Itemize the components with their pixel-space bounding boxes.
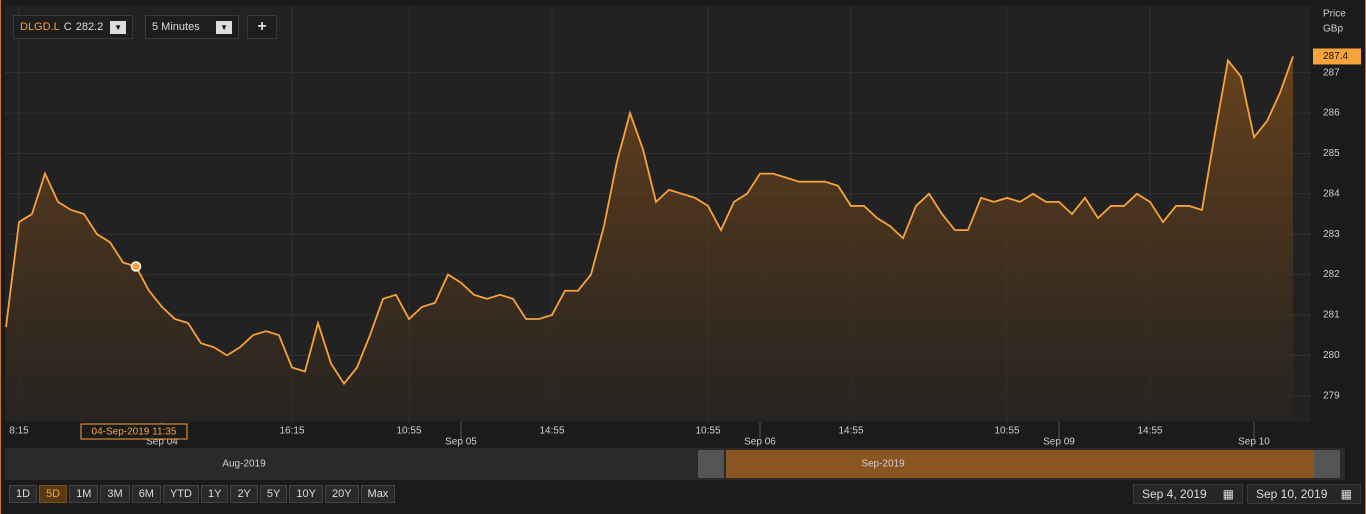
dropdown[interactable]: ▼ [110,20,126,34]
date-tick-label: Sep 04 [146,437,178,448]
add-button[interactable]: + [247,15,277,39]
range-button[interactable]: 10Y [289,485,323,503]
close: 282.2 [75,21,104,33]
close-prefix: C [63,21,72,33]
symbol: DLGD.L [20,21,60,33]
x-tick-label: 10:55 [396,426,421,437]
interval-box[interactable]: 5 Minutes ▼ [145,15,239,39]
date-to[interactable]: Sep 10, 2019 ▦ [1247,484,1361,504]
navigator-handle[interactable] [698,450,724,478]
range-button[interactable]: 6M [131,485,161,503]
x-tick-label: 14:55 [838,426,863,437]
y-tick-label: 284 [1323,188,1340,199]
hover-tooltip [80,423,188,440]
navigator-label: Sep-2019 [861,459,905,470]
y-tick-label: 287 [1323,67,1340,78]
navigator-label: Aug-2019 [222,459,266,470]
navigator-handle[interactable] [1314,450,1340,478]
date-tick-label: Sep 06 [744,437,776,448]
range-button[interactable]: 2Y [230,485,258,503]
date-from[interactable]: Sep 4, 2019 ▦ [1133,484,1243,504]
symbol-box[interactable]: DLGD.L C 282.2 ▼ [13,15,133,39]
y-tick-label: 286 [1323,108,1340,119]
range-button[interactable]: 1D [9,485,38,503]
last-price-badge [1313,48,1361,65]
navigator-selection[interactable] [726,450,1314,478]
price-line [5,56,1294,386]
x-tick-label: 10:55 [994,426,1019,437]
last-price-label: 287.4 [1323,51,1348,62]
range-button[interactable]: 5D [39,485,68,503]
y-tick-label: 283 [1323,229,1340,240]
range-button[interactable]: 1Y [200,485,229,503]
range-button[interactable]: 20Y [324,485,359,503]
x-tick-label: 8:15 [9,426,29,437]
range-button[interactable]: Max [360,485,396,503]
y-tick-label: 281 [1323,310,1340,321]
dropdown[interactable]: ▼ [216,20,232,34]
date-to-text: Sep 10, 2019 [1256,487,1328,501]
range-button[interactable]: 1M [69,485,99,503]
range-buttons: 1D 5D 1M 3M 6M YTD 1Y 2Y 5Y 10Y 20Y Max [9,485,396,503]
y-tick-label: 280 [1323,350,1340,361]
x-tick-label: 16:15 [279,426,304,437]
range-button[interactable]: 3M [100,485,130,503]
y-axis-title: GBp [1323,24,1343,35]
date-tick-label: Sep 05 [445,437,477,448]
hover-label: 04-Sep-2019 11:35 [92,427,177,438]
date-tick-label: Sep 09 [1043,437,1075,448]
date-from-text: Sep 4, 2019 [1142,487,1207,501]
x-tick-label: 14:55 [1137,426,1162,437]
range-button[interactable]: 5Y [259,485,288,503]
interval: 5 Minutes [152,21,200,33]
y-axis-title: Price [1323,9,1346,20]
x-tick-label: 14:55 [539,426,564,437]
hover-point [130,261,142,272]
y-tick-label: 279 [1323,390,1340,401]
x-tick-label: 10:55 [695,426,720,437]
y-tick-label: 282 [1323,269,1340,280]
area [6,56,1293,421]
range-button[interactable]: YTD [162,485,199,503]
y-tick-label: 285 [1323,148,1340,159]
date-tick-label: Sep 10 [1238,437,1270,448]
